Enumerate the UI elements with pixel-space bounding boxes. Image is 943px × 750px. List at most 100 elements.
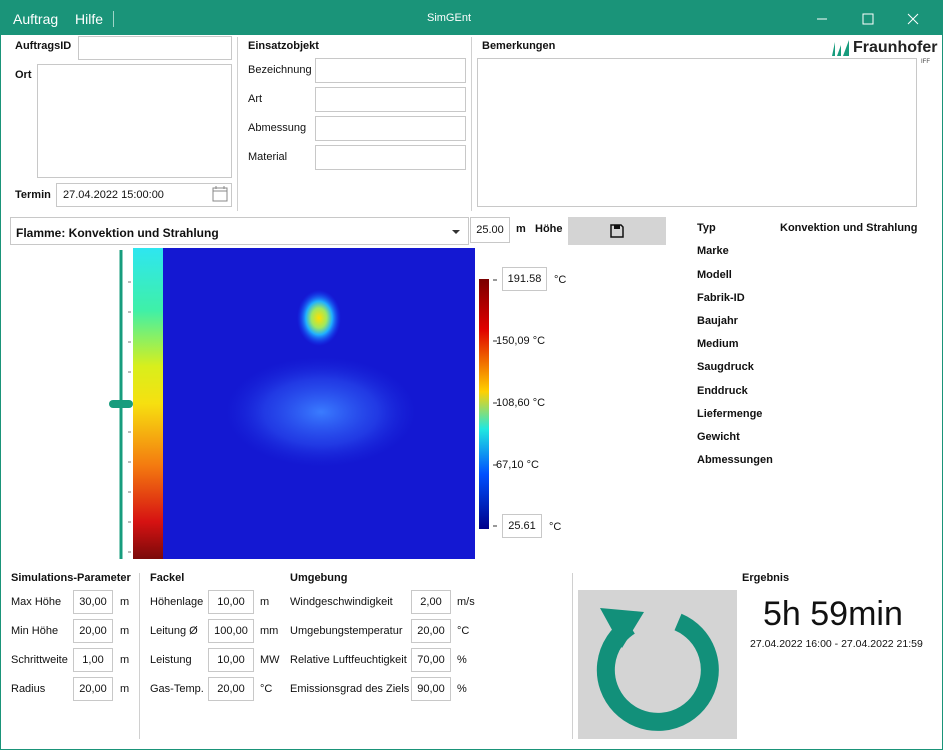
device-label: Modell	[697, 269, 732, 281]
unit: m/s	[457, 596, 475, 608]
max-input[interactable]: 191.58	[502, 267, 547, 291]
param-label: Schrittweite	[11, 654, 68, 666]
separator	[237, 37, 238, 211]
param-label: Max Höhe	[11, 596, 62, 608]
date-input[interactable]	[56, 183, 232, 207]
param-input[interactable]: 20,00	[73, 677, 113, 701]
calendar-icon[interactable]	[211, 185, 229, 203]
field-label: Material	[248, 151, 288, 163]
device-label: Gewicht	[697, 431, 740, 443]
unit: m	[120, 625, 130, 637]
unit: m	[516, 223, 526, 235]
menu-item[interactable]: Hilfe	[75, 11, 104, 27]
field-label: Termin	[15, 189, 51, 201]
device-label: Baujahr	[697, 315, 738, 327]
device-label: Marke	[697, 245, 729, 257]
field-label: Art	[248, 93, 263, 105]
param-input[interactable]: 100,00	[208, 619, 254, 643]
unit: °C	[260, 683, 273, 695]
menu-item[interactable]: Auftrag	[13, 11, 59, 27]
param-label: Höhenlage	[150, 596, 204, 608]
heatmap-panel	[109, 248, 497, 559]
textarea[interactable]	[37, 64, 232, 178]
input[interactable]	[78, 36, 232, 60]
section-title: Einsatzobjekt	[248, 40, 319, 52]
unit: %	[457, 683, 467, 695]
section-title: Ergebnis	[742, 572, 790, 584]
param-label: Relative Luftfeuchtigkeit	[290, 654, 407, 666]
height-input[interactable]: 25.00	[470, 217, 510, 243]
menu-separator	[113, 11, 114, 27]
param-label: Umgebungstemperatur	[290, 625, 403, 637]
device-value: Konvektion und Strahlung	[780, 222, 918, 234]
param-input[interactable]: 10,00	[208, 590, 254, 614]
param-input[interactable]: 20,00	[208, 677, 254, 701]
logo-sub: IFF	[921, 59, 930, 65]
unit: %	[457, 654, 467, 666]
param-label: Leistung	[150, 654, 192, 666]
logo-text: Fraunhofer	[853, 39, 938, 56]
device-label: Typ	[697, 222, 716, 234]
colorbar-label: 150,09 °C	[496, 335, 546, 347]
param-input[interactable]: 1,00	[73, 648, 113, 672]
param-input[interactable]: 2,00	[411, 590, 451, 614]
colorbar-label: 67,10 °C	[496, 459, 539, 471]
section-title: Umgebung	[290, 572, 348, 584]
separator	[471, 37, 472, 211]
unit: °C	[554, 274, 567, 286]
dropdown-arrow	[452, 230, 460, 234]
result-range: 27.04.2022 16:00 - 27.04.2022 21:59	[750, 638, 923, 650]
colorbar-label: 108,60 °C	[496, 397, 546, 409]
logo-icon	[832, 40, 849, 56]
field-label: Ort	[15, 69, 32, 81]
input[interactable]	[315, 87, 466, 112]
separator	[572, 573, 573, 739]
dropdown[interactable]	[10, 217, 469, 245]
input[interactable]	[315, 145, 466, 170]
section-title: Simulations-Parameter	[11, 572, 131, 584]
param-input[interactable]: 20,00	[73, 619, 113, 643]
param-label: Emissionsgrad des Ziels	[290, 683, 410, 695]
device-label: Fabrik-ID	[697, 292, 745, 304]
device-label: Liefermenge	[697, 408, 763, 420]
save-button[interactable]	[568, 217, 666, 245]
param-label: Radius	[11, 683, 46, 695]
section-title: Bemerkungen	[482, 40, 556, 52]
field-label: Bezeichnung	[248, 64, 312, 76]
param-label: Windgeschwindigkeit	[290, 596, 393, 608]
field-label: Abmessung	[248, 122, 307, 134]
save-icon	[610, 224, 624, 238]
device-label: Medium	[697, 338, 739, 350]
param-label: Leitung Ø	[150, 625, 198, 637]
result-duration: 5h 59min	[763, 595, 903, 633]
refresh-icon	[596, 608, 719, 731]
param-input[interactable]: 20,00	[411, 619, 451, 643]
param-input[interactable]: 10,00	[208, 648, 254, 672]
param-input[interactable]: 30,00	[73, 590, 113, 614]
unit: m	[120, 683, 130, 695]
unit: m	[260, 596, 270, 608]
separator	[139, 573, 140, 739]
device-label: Abmessungen	[697, 454, 773, 466]
min-input[interactable]: 25.61	[502, 514, 542, 538]
window-title: SimGEnt	[426, 12, 471, 24]
param-label: Min Höhe	[11, 625, 59, 637]
unit: m	[120, 654, 130, 666]
unit: MW	[260, 654, 280, 666]
param-input[interactable]: 70,00	[411, 648, 451, 672]
param-input[interactable]: 90,00	[411, 677, 451, 701]
input[interactable]	[315, 58, 466, 83]
input[interactable]	[315, 116, 466, 141]
unit: m	[120, 596, 130, 608]
textarea[interactable]	[477, 58, 917, 207]
window-controls[interactable]	[811, 9, 931, 29]
date-value: 27.04.2022 15:00:00	[63, 189, 164, 201]
field-label: AuftragsID	[15, 40, 72, 52]
section-title: Fackel	[150, 572, 185, 584]
unit: mm	[260, 625, 279, 637]
height-label: Höhe	[535, 223, 563, 235]
unit: °C	[457, 625, 470, 637]
unit: °C	[549, 521, 562, 533]
device-label: Saugdruck	[697, 361, 754, 373]
